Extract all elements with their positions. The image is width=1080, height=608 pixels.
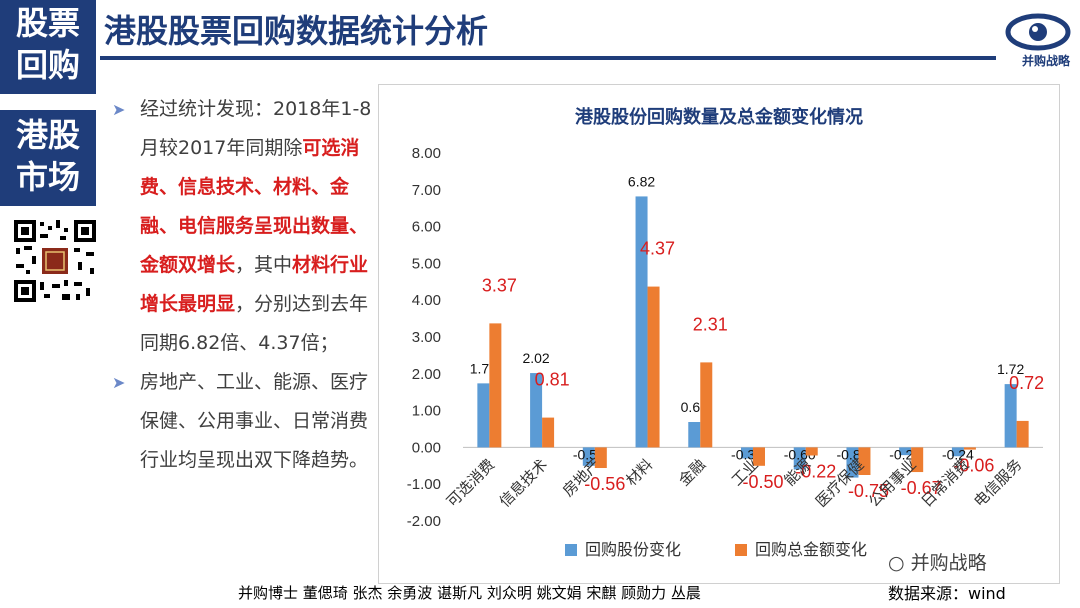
bar-amount [594, 447, 607, 469]
summary-paragraph-1: ➤ 经过统计发现：2018年1-8月较2017年同期除可选消费、信息技术、材料、… [112, 90, 374, 363]
p2-text: 房地产、工业、能源、医疗保健、公用事业、日常消费行业均呈现出双下降趋势。 [140, 371, 369, 471]
bar-amount [911, 447, 924, 473]
p1-highlight-sectors: 可选消费、信息技术、材料、金融、电信服务呈现出数量、金额双增长 [140, 137, 369, 276]
y-tick-label: 7.00 [412, 182, 441, 199]
y-tick-label: 5.00 [412, 255, 441, 272]
data-label-shares: 2.02 [522, 350, 549, 366]
p1-text-a: 经过统计发现：2018年1-8月较2017年同期除 [140, 98, 372, 159]
bar-shares [793, 447, 806, 470]
bar-amount [647, 286, 660, 448]
y-tick-label: 6.00 [412, 219, 441, 236]
page-title: 港股股票回购数据统计分析 [104, 12, 489, 50]
legend-swatch-amount [735, 544, 747, 556]
data-label-amount: 2.31 [693, 314, 728, 334]
bar-amount [805, 447, 818, 456]
category-label: 金融 [675, 456, 709, 490]
p1-highlight-materials: 材料行业增长最明显 [140, 254, 369, 315]
y-tick-label: 8.00 [412, 145, 441, 162]
data-label-shares: 6.82 [628, 173, 655, 189]
sidebar-tile2-line1: 港股 [15, 116, 80, 154]
y-tick-label: 0.00 [412, 439, 441, 456]
bar-chart: 8.00 7.00 6.00 5.00 4.00 3.00 2.00 1.00 0.00 -1.0… [407, 145, 1044, 559]
authors-line: 并购博士 董偲琦 张杰 余勇波 谌斯凡 刘众明 姚文娟 宋麒 顾勋力 丛晨 [238, 584, 701, 602]
data-label-amount: 0.81 [535, 370, 570, 390]
bar-amount [542, 417, 555, 448]
sidebar-tile2-line2: 市场 [15, 158, 80, 196]
data-label-amount: -0.56 [584, 474, 625, 494]
data-label-amount: -0.75 [848, 481, 889, 501]
sidebar-tile-buyback: 股票 回购 [0, 0, 96, 94]
y-tick-label: -1.00 [407, 476, 441, 493]
y-tick-label: -2.00 [407, 513, 441, 530]
bar-shares [846, 447, 859, 478]
sidebar-tile-hk-market: 港股 市场 [0, 110, 96, 206]
p1-text-e: ，分别达到去年同期6.82倍、4.37倍； [140, 293, 369, 354]
y-tick-label: 2.00 [412, 366, 441, 383]
y-tick-label: 3.00 [412, 329, 441, 346]
qr-code-icon [12, 218, 98, 304]
bar-amount [858, 447, 871, 475]
data-label-amount: -0.67 [901, 478, 942, 498]
category-label: 信息技术 [496, 456, 551, 511]
data-label-shares: -0.24 [942, 446, 974, 462]
title-divider [100, 56, 996, 60]
bar-shares [530, 373, 543, 448]
data-label-amount: -0.06 [953, 456, 994, 476]
bar-shares [1004, 384, 1017, 448]
p1-text-c: ，其中 [235, 254, 293, 276]
wechat-account-name: 并购战略 [910, 552, 987, 574]
bar-shares [899, 447, 912, 456]
bar-amount [489, 323, 502, 448]
legend-label-shares: 回购股份变化 [585, 540, 681, 559]
data-label-amount: 0.72 [1009, 373, 1044, 393]
legend-label-amount: 回购总金额变化 [755, 540, 867, 559]
bar-shares [635, 196, 648, 448]
arrow-bullet-icon: ➤ [112, 373, 126, 392]
eye-logo-icon [1005, 13, 1071, 51]
category-label: 可选消费 [443, 456, 498, 511]
bar-shares [582, 447, 595, 466]
sidebar-tile1-line1: 股票 [15, 4, 80, 42]
data-label-amount: 4.37 [640, 239, 675, 259]
bar-amount [963, 447, 976, 450]
data-label-amount: -0.50 [742, 472, 783, 492]
bar-amount [700, 362, 713, 448]
bar-amount [1016, 420, 1029, 448]
data-label-amount: -0.22 [795, 461, 836, 481]
bar-shares [951, 447, 964, 457]
data-label-amount: 3.37 [482, 275, 517, 295]
arrow-bullet-icon: ➤ [112, 100, 126, 119]
legend-swatch-shares [565, 544, 577, 556]
y-tick-label: 1.00 [412, 403, 441, 420]
y-tick-label: 4.00 [412, 292, 441, 309]
bar-amount [753, 447, 765, 466]
logo-text: 并购战略 [1021, 54, 1070, 68]
bar-shares [741, 447, 753, 459]
data-label-shares: 1.72 [997, 361, 1024, 377]
bar-shares [477, 383, 490, 448]
category-label: 材料 [622, 456, 656, 490]
wechat-icon: ○ [888, 552, 905, 574]
summary-paragraph-2: ➤ 房地产、工业、能源、医疗保健、公用事业、日常消费行业均呈现出双下降趋势。 [112, 363, 374, 480]
bar-shares [688, 422, 701, 448]
data-source: 数据来源：wind [888, 584, 1006, 603]
sidebar-tile1-line2: 回购 [15, 46, 80, 84]
wechat-watermark: ○ 并购战略 [888, 548, 987, 575]
summary-text: ➤ 经过统计发现：2018年1-8月较2017年同期除可选消费、信息技术、材料、… [112, 90, 374, 480]
chart-title: 港股股份回购数量及总金额变化情况 [575, 107, 863, 128]
chart-container: 港股股份回购数量及总金额变化情况 8.00 7.00 6.00 5.00 4.00 3.0… [378, 84, 1060, 584]
